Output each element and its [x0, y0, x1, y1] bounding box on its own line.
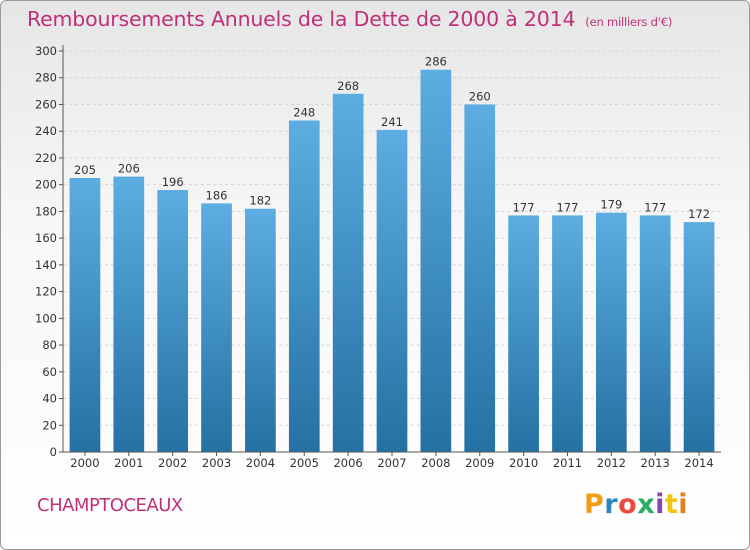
data-label: 179 [600, 198, 622, 212]
logo-letter: i [678, 489, 689, 520]
data-label: 186 [206, 188, 228, 202]
data-label: 268 [337, 79, 359, 93]
y-tick-label: 20 [42, 418, 57, 432]
y-tick-label: 100 [35, 311, 57, 325]
data-label: 196 [162, 175, 184, 189]
commune-name: CHAMPTOCEAUX [37, 495, 183, 516]
x-tick-label: 2008 [421, 456, 450, 470]
x-tick-label: 2001 [114, 456, 143, 470]
data-label: 206 [118, 162, 140, 176]
x-tick-label: 2009 [465, 456, 494, 470]
y-tick-label: 40 [42, 392, 57, 406]
x-tick-label: 2000 [70, 456, 99, 470]
logo-letter: o [618, 489, 638, 520]
y-tick-label: 240 [35, 124, 57, 138]
y-tick-label: 80 [42, 338, 57, 352]
bar-2014[interactable] [683, 222, 715, 452]
logo-letter: r [604, 489, 619, 520]
y-tick-label: 0 [50, 445, 57, 459]
bar-2007[interactable] [376, 129, 408, 452]
bar-2013[interactable] [639, 215, 671, 452]
bar-2011[interactable] [552, 215, 583, 452]
bar-2008[interactable] [420, 69, 452, 453]
logo-letter: P [584, 489, 605, 520]
chart-title: Remboursements Annuels de la Dette de 20… [27, 7, 672, 31]
y-tick-label: 60 [42, 365, 57, 379]
logo-letter: t [664, 489, 679, 520]
bar-2004[interactable] [245, 208, 276, 452]
logo-letter: i [655, 489, 665, 520]
bar-2003[interactable] [201, 203, 232, 452]
chart-title-text: Remboursements Annuels de la Dette de 20… [27, 7, 576, 31]
bar-2006[interactable] [332, 93, 364, 453]
y-tick-label: 280 [35, 71, 57, 85]
proxiti-logo[interactable]: Proxiti [584, 489, 688, 520]
x-tick-label: 2007 [377, 456, 406, 470]
x-tick-label: 2012 [597, 456, 626, 470]
y-tick-label: 140 [35, 258, 57, 272]
x-tick-label: 2011 [553, 456, 582, 470]
data-label: 241 [381, 115, 403, 129]
y-tick-label: 200 [35, 178, 57, 192]
bar-2012[interactable] [595, 212, 627, 452]
y-tick-label: 180 [35, 204, 57, 218]
data-label: 177 [513, 200, 535, 214]
data-label: 172 [688, 207, 710, 221]
data-label: 205 [74, 163, 96, 177]
data-label: 182 [249, 194, 271, 208]
bar-2002[interactable] [157, 190, 189, 452]
data-label: 177 [556, 200, 578, 214]
data-label: 177 [644, 200, 666, 214]
x-tick-label: 2005 [290, 456, 319, 470]
y-tick-label: 260 [35, 97, 57, 111]
bar-2000[interactable] [69, 177, 101, 452]
x-tick-label: 2002 [158, 456, 187, 470]
y-tick-label: 300 [35, 44, 57, 58]
bar-2005[interactable] [288, 120, 320, 453]
data-label: 260 [469, 89, 491, 103]
logo-letter: x [637, 489, 656, 520]
x-tick-label: 2006 [333, 456, 362, 470]
y-tick-label: 160 [35, 231, 57, 245]
bars: 205 206 196 186 182 248 268 241 286 260 177 177 179 1… [69, 55, 715, 453]
bar-2001[interactable] [113, 176, 145, 452]
x-tick-label: 2003 [202, 456, 231, 470]
chart-subtitle: (en milliers d'€) [585, 15, 673, 29]
x-tick-label: 2010 [509, 456, 538, 470]
x-tick-label: 2014 [684, 456, 713, 470]
bar-2010[interactable] [508, 215, 539, 452]
axes: 0 20 40 60 80 100 120 140 160 180 200 220 240 260 280 3… [35, 44, 721, 470]
y-tick-label: 220 [35, 151, 57, 165]
data-label: 286 [425, 55, 447, 69]
x-tick-label: 2004 [246, 456, 275, 470]
x-tick-label: 2013 [641, 456, 670, 470]
data-label: 248 [293, 106, 315, 120]
y-tick-label: 120 [35, 285, 57, 299]
bar-2009[interactable] [464, 104, 496, 452]
